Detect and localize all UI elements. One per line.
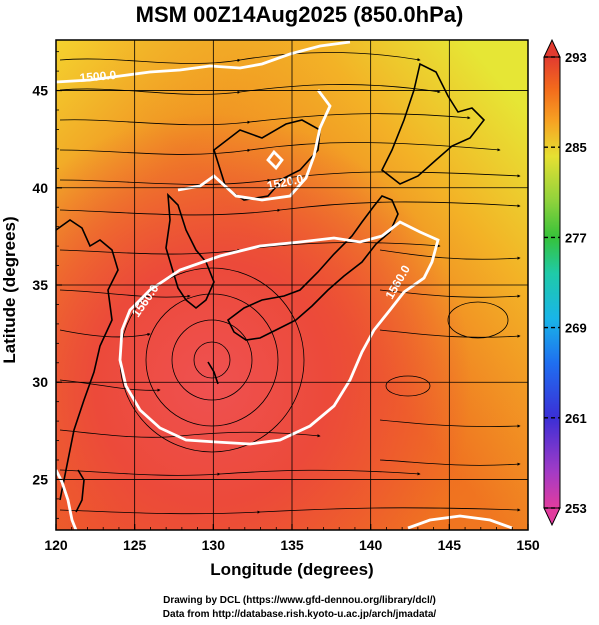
x-tick-label: 135 [280, 537, 304, 553]
colorbar-top-arrow [543, 38, 561, 58]
y-axis-label: Latitude (degrees) [0, 216, 19, 364]
grid-lines [56, 40, 528, 530]
colorbar-bottom-arrow [543, 507, 561, 527]
credit-drawing: Drawing by DCL (https://www.gfd-dennou.o… [163, 595, 436, 606]
contour-line [56, 469, 78, 530]
colorbar: 293 285 277 269 261 253 [543, 38, 587, 527]
credit-data: Data from http://database.rish.kyoto-u.a… [162, 609, 437, 620]
height-contours [56, 40, 513, 530]
y-tick-label: 40 [32, 180, 48, 196]
y-tick-label: 25 [32, 471, 48, 487]
colorbar-tick-label: 293 [565, 50, 587, 65]
contour-label: 1500.0 [79, 68, 117, 85]
contour-line [118, 220, 440, 446]
y-tick-label: 30 [32, 374, 48, 390]
coastlines [56, 62, 486, 513]
colorbar-tick-label: 269 [565, 321, 587, 336]
x-axis-label: Longitude (degrees) [210, 560, 374, 579]
colorbar-tick-label: 285 [565, 140, 587, 155]
contour-line [177, 89, 332, 202]
colorbar-tick-label: 261 [565, 411, 587, 426]
x-axis-ticks: 120 125 130 135 140 145 150 [44, 524, 540, 553]
chart-title: MSM 00Z14Aug2025 (850.0hPa) [135, 2, 464, 27]
x-tick-label: 150 [516, 537, 540, 553]
x-tick-label: 140 [359, 537, 383, 553]
x-tick-label: 145 [438, 537, 462, 553]
y-tick-label: 35 [32, 277, 48, 293]
colorbar-tick-label: 253 [565, 501, 587, 516]
x-tick-label: 125 [123, 537, 147, 553]
contour-line [266, 149, 284, 171]
contour-line [407, 514, 513, 530]
colorbar-gradient [543, 56, 561, 509]
y-axis-ticks: 25 30 35 40 45 [32, 51, 62, 519]
x-tick-label: 120 [44, 537, 68, 553]
contour-line [56, 40, 351, 84]
colorbar-tick-label: 277 [565, 230, 587, 245]
x-tick-label: 130 [202, 537, 226, 553]
colorbar-ticks: 293 285 277 269 261 253 [544, 50, 587, 516]
y-tick-label: 45 [32, 83, 48, 99]
streamlines [59, 52, 521, 515]
